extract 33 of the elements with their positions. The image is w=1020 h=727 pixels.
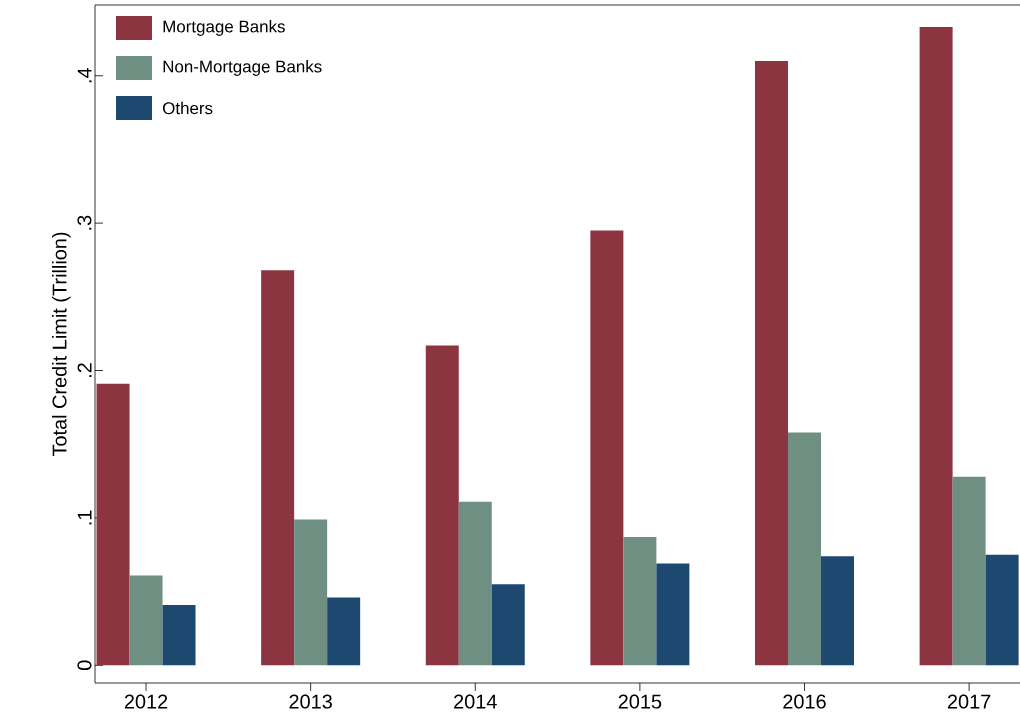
bar [96, 383, 130, 666]
x-tick-label: 2015 [618, 694, 662, 709]
bar [623, 537, 657, 666]
legend-label: Non-Mortgage Banks [163, 60, 322, 76]
x-tick-label: 2016 [783, 694, 826, 709]
bar [425, 345, 459, 666]
bar [985, 554, 1019, 666]
bar [327, 597, 361, 666]
x-tick-label: 2012 [124, 694, 168, 709]
bar [787, 432, 821, 666]
bar [952, 476, 986, 666]
legend-label: Mortgage Banks [163, 20, 285, 36]
bar [261, 270, 295, 666]
y-tick-label: .2 [77, 363, 92, 378]
y-tick-label: .4 [77, 68, 92, 83]
bar [656, 563, 690, 666]
y-axis-title: Total Credit Limit (Trillion) [51, 232, 71, 457]
bar [754, 61, 788, 666]
x-tick-label: 2017 [947, 694, 991, 709]
x-tick-label: 2014 [454, 694, 497, 709]
bar [491, 584, 525, 666]
bar [458, 501, 492, 666]
bar [820, 556, 854, 666]
y-tick-label: .3 [77, 215, 92, 230]
bar [590, 230, 624, 666]
bar [129, 575, 163, 666]
bar [162, 604, 196, 666]
y-tick-label: .1 [77, 510, 92, 525]
x-tick-label: 2013 [289, 694, 332, 709]
bar [919, 27, 953, 666]
legend-label: Others [163, 101, 213, 115]
bar [294, 519, 328, 666]
y-tick-label: 0 [77, 660, 92, 671]
